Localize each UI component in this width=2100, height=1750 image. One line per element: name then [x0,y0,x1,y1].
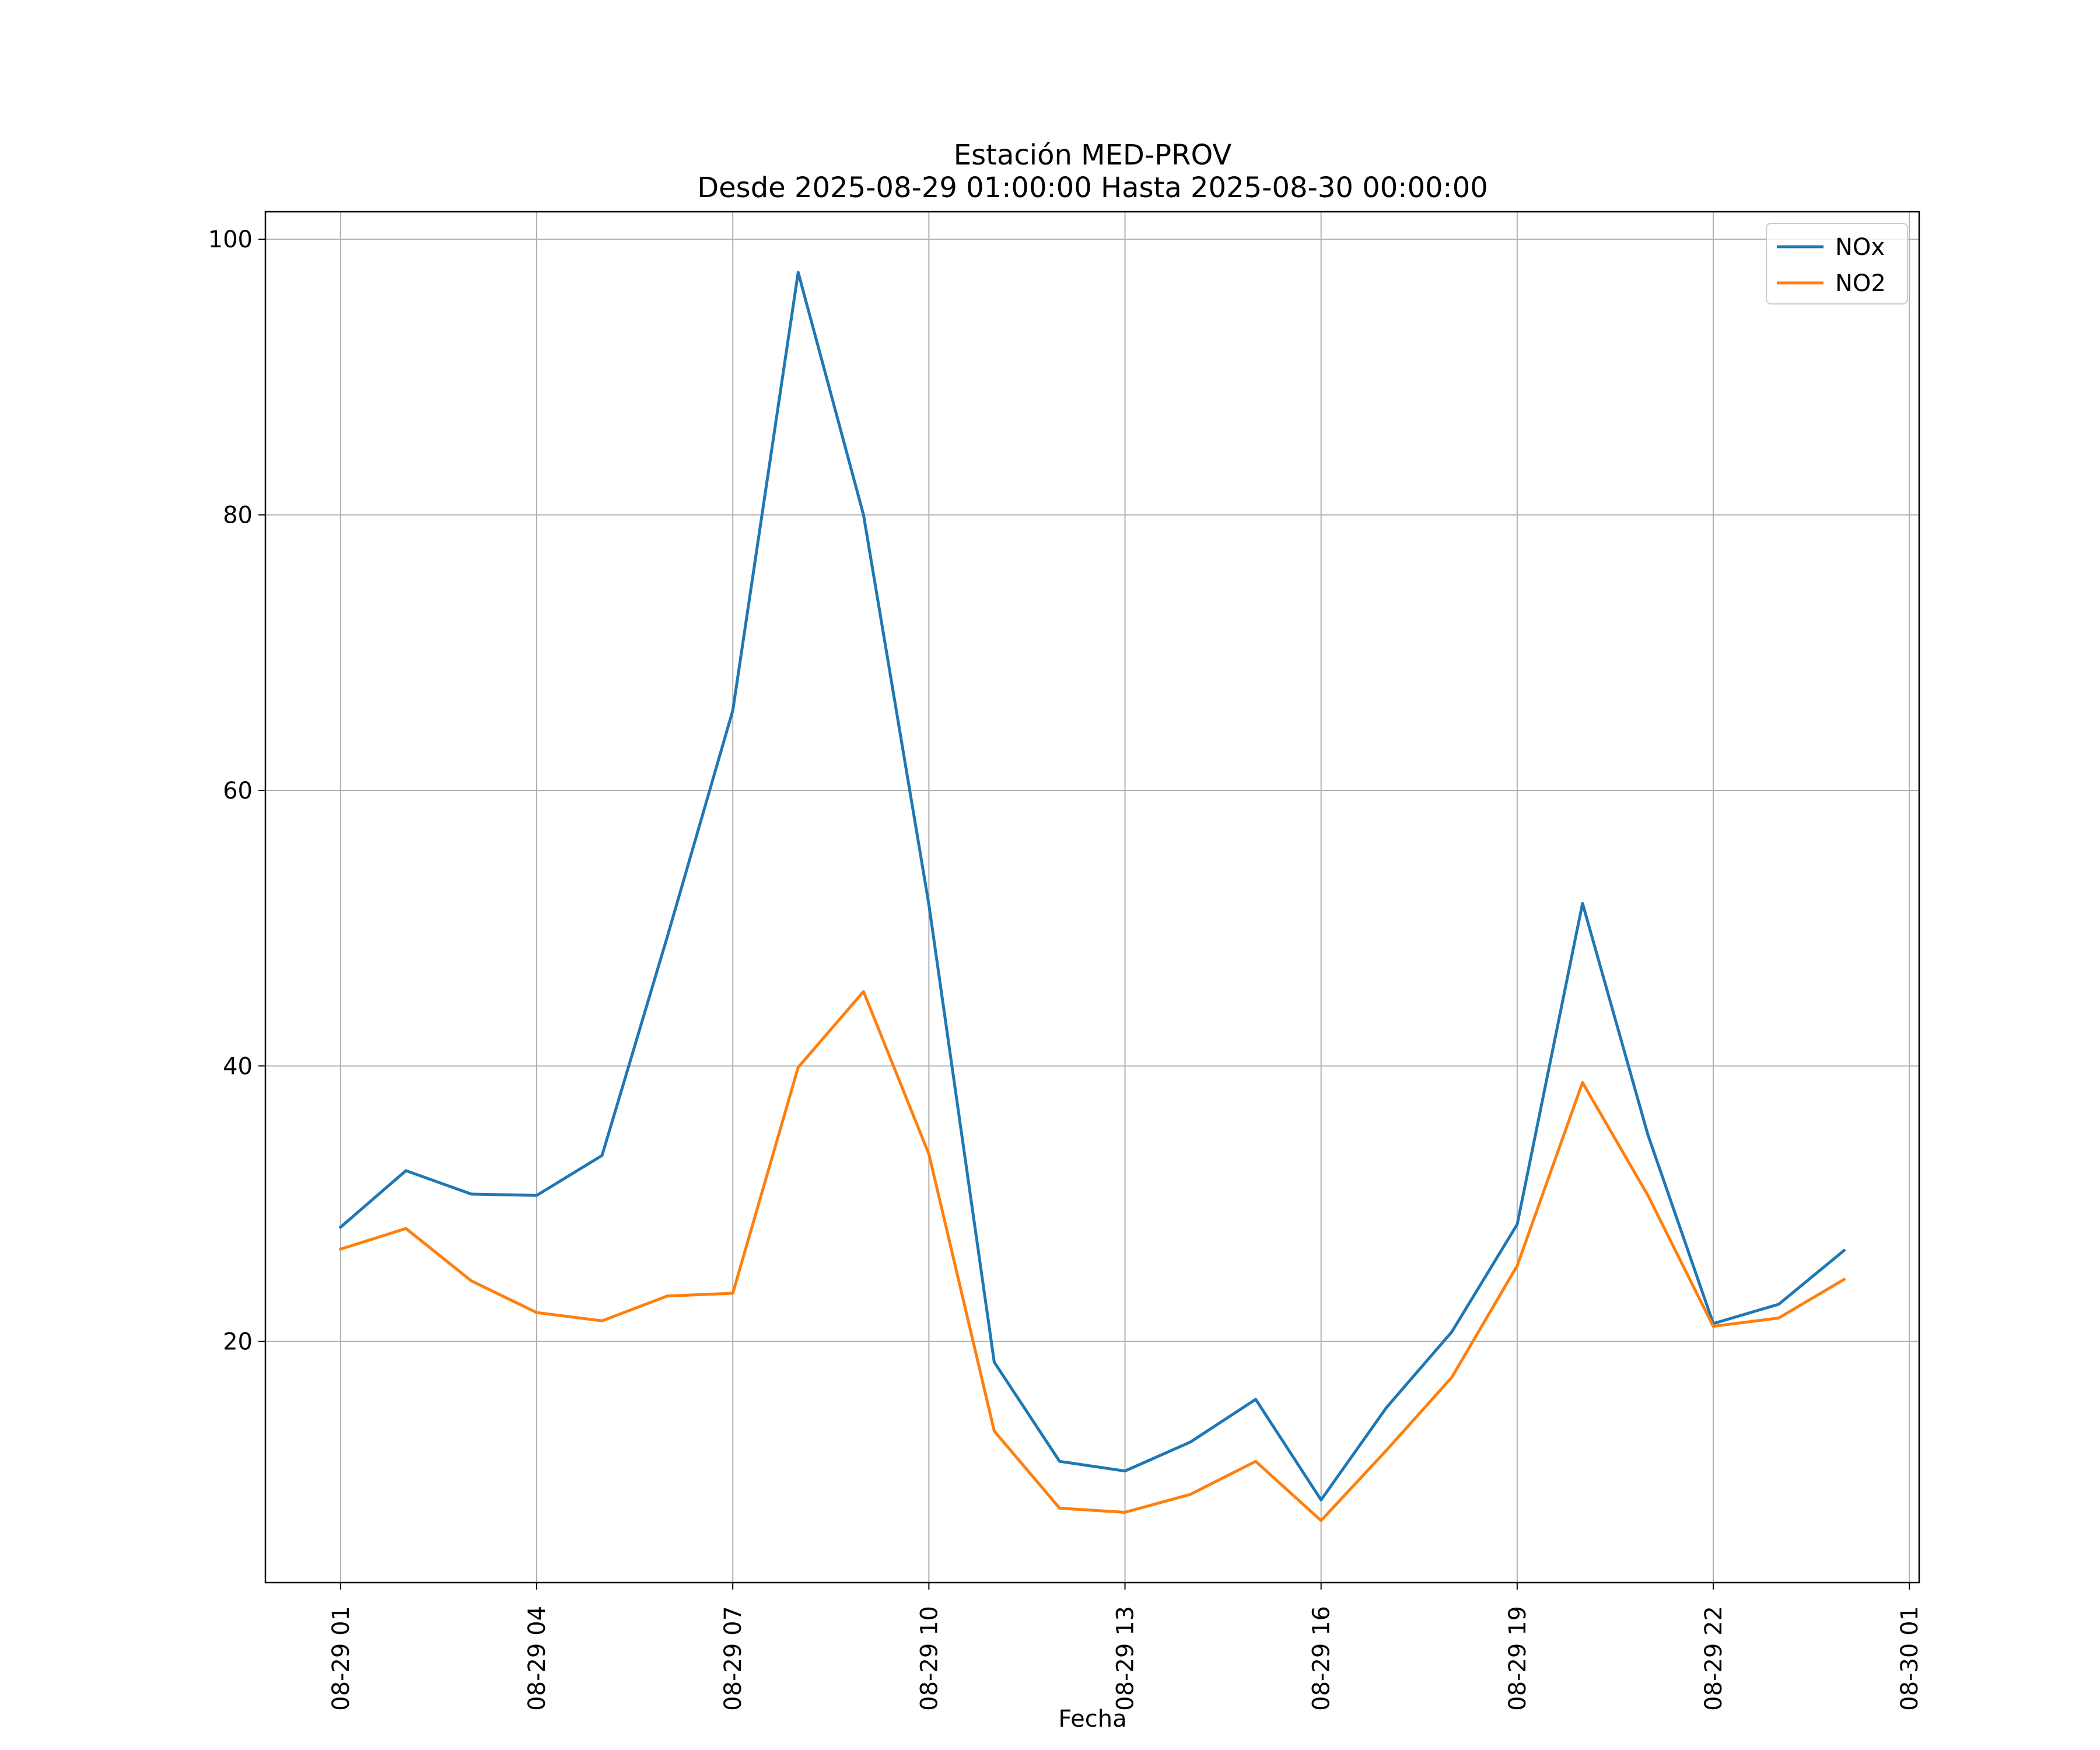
series-line-no2 [338,990,1846,1522]
y-tick-label: 80 [223,502,253,529]
axes: 08-29 01 08-29 04 08-29 07 08-29 10 08-29 13… [208,226,1924,1711]
y-tick-label: 20 [223,1329,253,1356]
legend-label-nox: NOx [1835,234,1885,261]
x-tick-label: 08-29 22 [1700,1606,1727,1711]
chart-title: Estación MED-PROV [954,139,1232,172]
grid [265,212,1919,1583]
x-axis-label: Fecha [1058,1706,1126,1732]
x-tick-label: 08-29 13 [1112,1606,1139,1711]
series-line-nox [338,271,1846,1502]
plot-frame [264,211,1920,1584]
x-tick-label: 08-29 16 [1308,1606,1335,1711]
chart-subtitle: Desde 2025-08-29 01:00:00 Hasta 2025-08-… [697,172,1488,204]
x-tick-label: 08-29 10 [916,1606,943,1711]
y-tick-label: 40 [223,1053,253,1080]
x-tick-label: 08-29 04 [524,1606,551,1711]
legend: NOx NO2 [1766,223,1908,304]
y-tick-label: 100 [208,226,253,253]
x-tick-label: 08-29 19 [1504,1606,1531,1711]
legend-label-no2: NO2 [1835,270,1886,297]
x-tick-label: 08-29 01 [328,1606,355,1711]
series-lines [338,271,1846,1522]
x-tick-label: 08-30 01 [1896,1606,1923,1711]
y-tick-label: 60 [223,778,253,804]
x-tick-label: 08-29 07 [720,1606,747,1711]
